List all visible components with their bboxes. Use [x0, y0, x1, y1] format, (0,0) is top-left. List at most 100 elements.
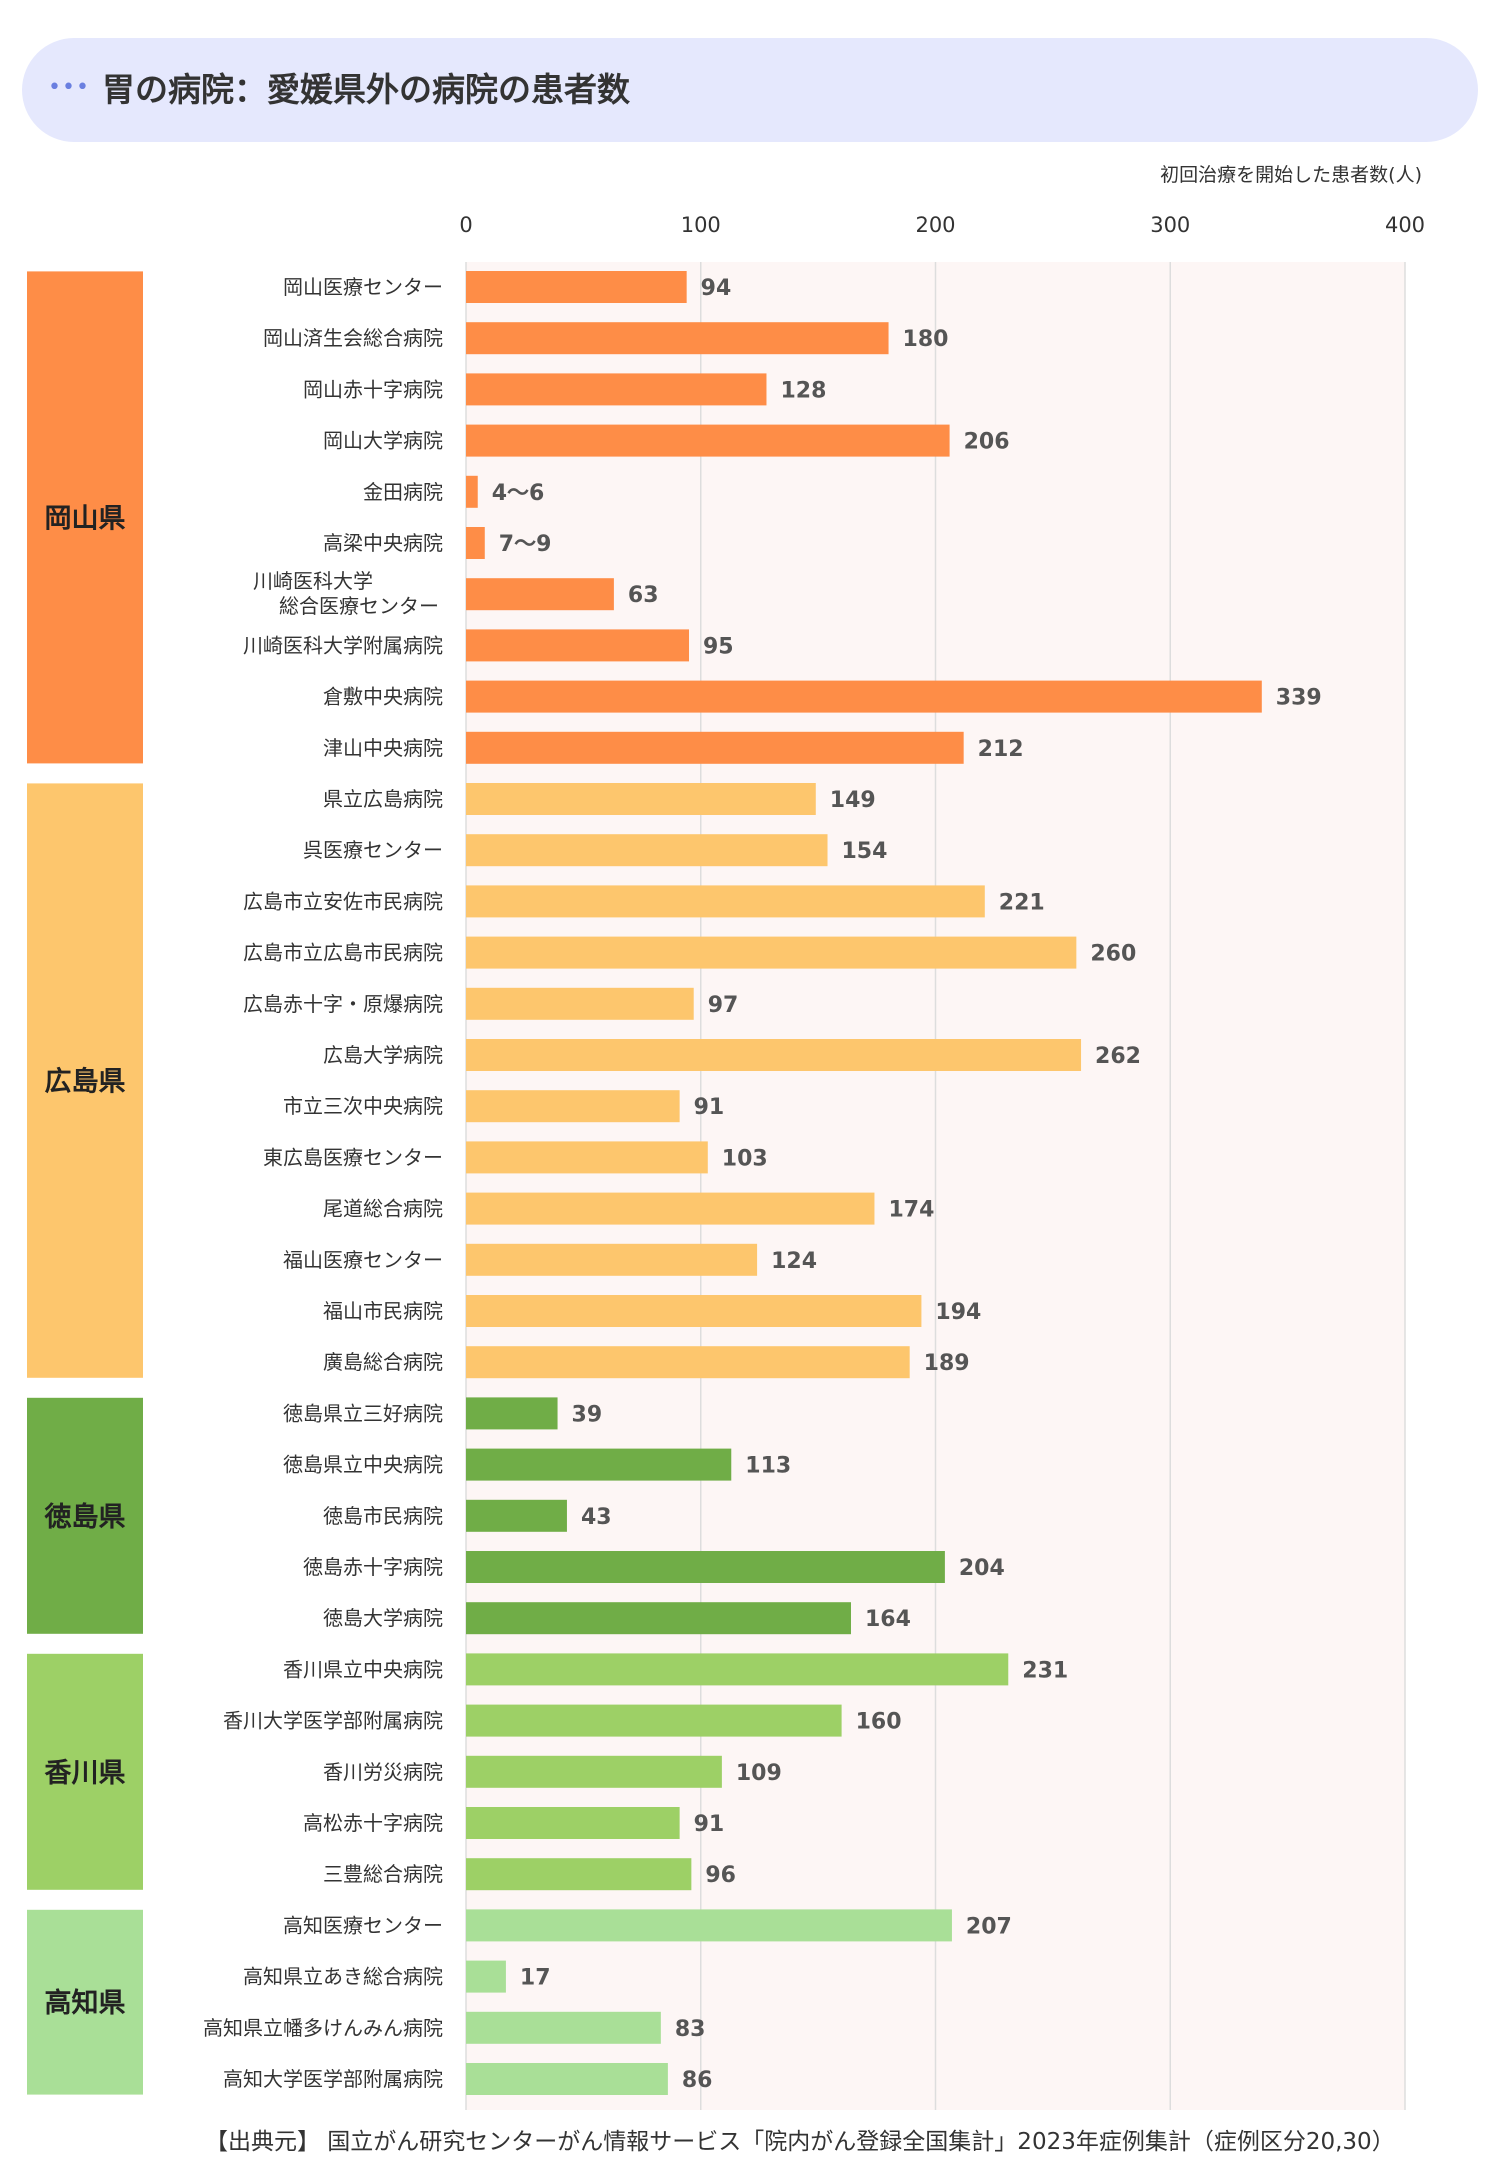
data-label: 204 [959, 1556, 1005, 1581]
data-label: 160 [856, 1710, 902, 1735]
data-label: 17 [520, 1966, 551, 1991]
bar [466, 731, 964, 764]
bar [466, 1858, 692, 1891]
category-label: 徳島大学病院 [323, 1606, 443, 1630]
bar [466, 987, 694, 1020]
bar [466, 1192, 875, 1225]
bar [466, 2063, 668, 2095]
data-label: 43 [581, 1505, 612, 1530]
category-label: 岡山赤十字病院 [303, 377, 443, 401]
group-block [27, 271, 143, 764]
data-label: 231 [1022, 1658, 1068, 1683]
category-label: 徳島県立中央病院 [283, 1453, 443, 1477]
category-label: 金田病院 [363, 480, 443, 504]
category-label: 岡山大学病院 [323, 429, 443, 453]
category-label: 香川県立中央病院 [283, 1657, 443, 1681]
data-label: 124 [771, 1249, 817, 1274]
data-label: 260 [1090, 942, 1136, 967]
title-banner: ••• 胃の病院：愛媛県外の病院の患者数 [22, 38, 1478, 142]
category-label: 東広島医療センター [263, 1145, 443, 1169]
data-label: 206 [964, 430, 1010, 455]
data-label: 180 [903, 327, 949, 352]
data-label: 91 [694, 1812, 725, 1837]
data-label: 95 [703, 634, 734, 659]
data-label: 39 [572, 1402, 603, 1427]
bar [466, 1551, 945, 1583]
bar [466, 1397, 558, 1430]
bar [466, 1090, 680, 1123]
ellipsis-icon: ••• [48, 75, 90, 100]
data-label: 207 [966, 1914, 1012, 1939]
category-label: 徳島市民病院 [323, 1504, 443, 1528]
category-label: 岡山医療センター [283, 275, 443, 299]
x-tick-label: 200 [915, 213, 955, 237]
data-label: 7～9 [499, 532, 552, 557]
bar [466, 1295, 922, 1327]
bar [466, 2011, 661, 2044]
bar [466, 885, 985, 918]
data-label: 4～6 [492, 481, 545, 506]
category-label: 徳島赤十字病院 [303, 1555, 443, 1579]
category-label: 高知大学医学部附属病院 [223, 2067, 443, 2091]
data-label: 103 [722, 1146, 768, 1171]
category-label: 高知県立あき総合病院 [243, 1965, 443, 1989]
category-label: 広島大学病院 [323, 1043, 443, 1067]
category-label: 香川大学医学部附属病院 [223, 1709, 443, 1733]
category-label: 広島赤十字・原爆病院 [243, 992, 443, 1016]
bar [466, 1602, 851, 1635]
data-label: 83 [675, 2017, 706, 2042]
group-label: 高知県 [45, 1987, 126, 2019]
group-block [27, 1653, 143, 1890]
category-label: 福山医療センター [283, 1248, 443, 1272]
group-label: 広島県 [45, 1066, 126, 1098]
x-tick-label: 0 [459, 213, 472, 237]
group-label: 徳島県 [44, 1502, 126, 1533]
bar [466, 1039, 1082, 1071]
category-label: 呉医療センター [303, 838, 443, 862]
data-label: 86 [682, 2068, 713, 2093]
data-label: 262 [1095, 1044, 1141, 1069]
bar [466, 1807, 680, 1839]
data-label: 96 [705, 1863, 736, 1888]
axis-unit-label: 初回治療を開始した患者数(人) [1160, 164, 1422, 186]
bar [466, 1960, 506, 1993]
bar [466, 578, 614, 611]
group-block [27, 1397, 143, 1634]
data-label: 154 [842, 839, 888, 864]
data-label: 174 [888, 1198, 934, 1223]
data-label: 128 [780, 378, 826, 403]
category-label: 広島市立広島市民病院 [243, 941, 443, 965]
category-label: 市立三次中央病院 [283, 1094, 443, 1118]
data-label: 113 [745, 1454, 791, 1479]
category-label: 津山中央病院 [323, 736, 443, 760]
category-label: 尾道総合病院 [323, 1197, 443, 1221]
data-label: 63 [628, 583, 659, 608]
bar [466, 271, 687, 303]
bar [466, 1755, 722, 1788]
category-label: 高梁中央病院 [323, 531, 443, 555]
category-label: 高知医療センター [283, 1913, 443, 1937]
bar [466, 1243, 758, 1276]
data-label: 91 [694, 1095, 725, 1120]
bar [466, 1909, 952, 1942]
x-tick-label: 400 [1385, 213, 1425, 237]
category-label: 川崎医科大学 [253, 569, 373, 593]
chart-title: 胃の病院：愛媛県外の病院の患者数 [102, 70, 630, 109]
bar [466, 1704, 842, 1737]
data-label: 164 [865, 1607, 911, 1632]
bar [466, 373, 767, 406]
data-label: 212 [978, 737, 1024, 762]
data-label: 194 [935, 1300, 981, 1325]
data-label: 221 [999, 890, 1045, 915]
category-label: 香川労災病院 [323, 1760, 443, 1784]
group-label: 香川県 [45, 1758, 126, 1789]
data-label: 339 [1276, 686, 1322, 711]
bar [466, 783, 816, 815]
bar [466, 680, 1262, 713]
x-tick-label: 100 [681, 213, 721, 237]
group-block [27, 1909, 143, 2095]
bar [466, 527, 485, 559]
bar [466, 1448, 732, 1481]
bar [466, 834, 828, 867]
